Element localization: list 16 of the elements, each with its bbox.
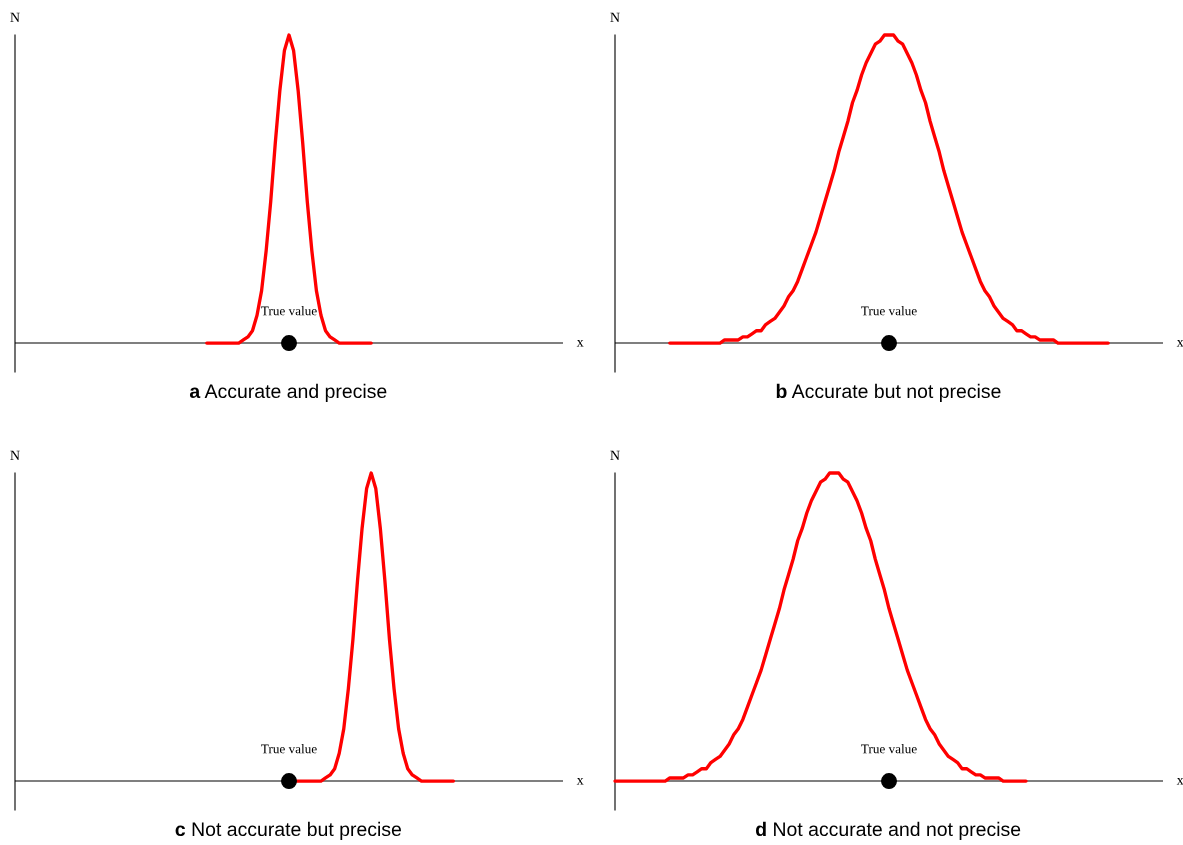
y-axis-title: N [610, 12, 620, 22]
y-axis-title: N [10, 12, 20, 22]
text: b Accurate but not precise [776, 383, 1001, 402]
x-axis-title: x [576, 778, 584, 785]
annotation: True value [861, 306, 917, 316]
x-axis-title: x [1176, 778, 1183, 785]
text: a Accurate and precise [189, 383, 387, 402]
text: c Not accurate but precise [175, 821, 401, 840]
text: d Not accurate and not precise [755, 821, 1021, 840]
annotation: True value [261, 744, 317, 754]
annotation: True value [261, 306, 317, 316]
x-axis-title: x [576, 340, 584, 347]
x-axis-title: x [1176, 340, 1183, 347]
y-axis-title: N [10, 450, 20, 460]
y-axis-title: N [610, 450, 620, 460]
annotation: True value [861, 744, 917, 754]
